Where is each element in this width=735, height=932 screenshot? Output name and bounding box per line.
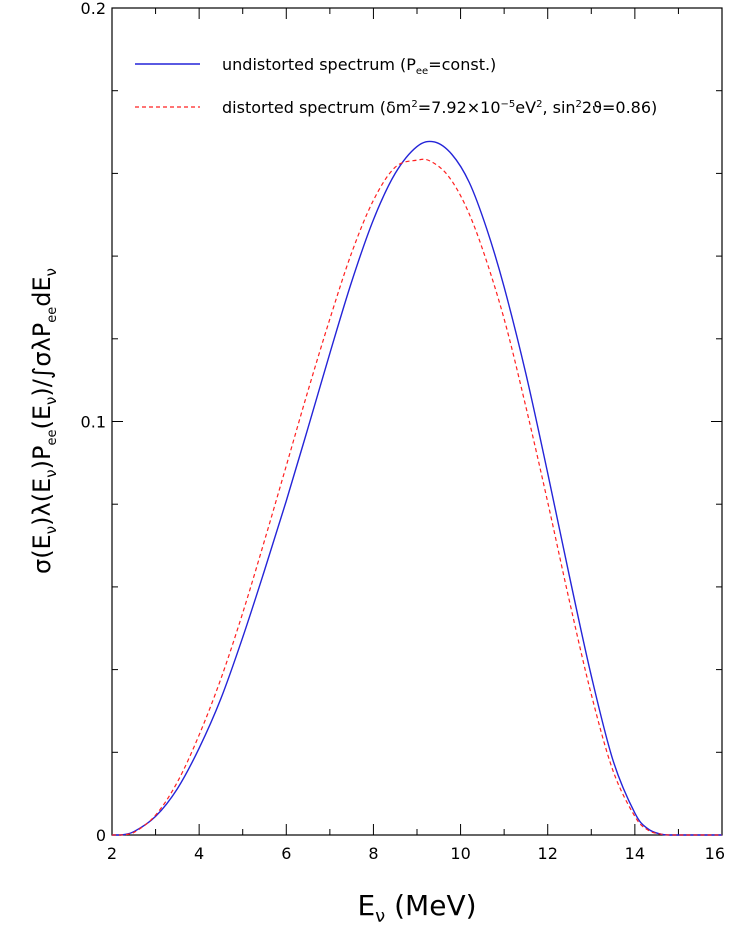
legend-label-undistorted: undistorted spectrum (Pee=const.) [222, 55, 496, 77]
legend-label-distorted: distorted spectrum (δm2=7.92×10−5eV2, si… [222, 98, 657, 117]
x-tick-label: 2 [107, 844, 117, 863]
x-ticks [111, 8, 723, 835]
x-tick-label: 16 [705, 844, 725, 863]
y-ticks [112, 7, 722, 836]
x-axis-title: Eν (MeV) [357, 889, 476, 927]
x-tick-label: 4 [194, 844, 204, 863]
series-line-distorted [111, 158, 722, 836]
x-tick-label: 14 [625, 844, 645, 863]
legend: undistorted spectrum (Pee=const.) distor… [135, 55, 657, 117]
series-group [111, 140, 722, 836]
x-tick-label: 6 [281, 844, 291, 863]
x-tick-label: 8 [368, 844, 378, 863]
y-tick-label: 0.1 [81, 413, 106, 432]
y-tick-label: 0.2 [81, 0, 106, 18]
x-tick-label: 10 [450, 844, 470, 863]
plot-frame [111, 7, 723, 836]
x-tick-label: 12 [538, 844, 558, 863]
x-tick-labels: 2 4 6 8 10 12 14 16 [107, 844, 725, 863]
y-tick-labels: 0 0.1 0.2 [81, 0, 106, 845]
y-axis-title: σ(Eν)λ(Eν)Pee(Eν)/∫σλPeedEν [28, 268, 60, 574]
y-tick-label: 0 [96, 826, 106, 845]
series-line-undistorted [111, 140, 722, 836]
